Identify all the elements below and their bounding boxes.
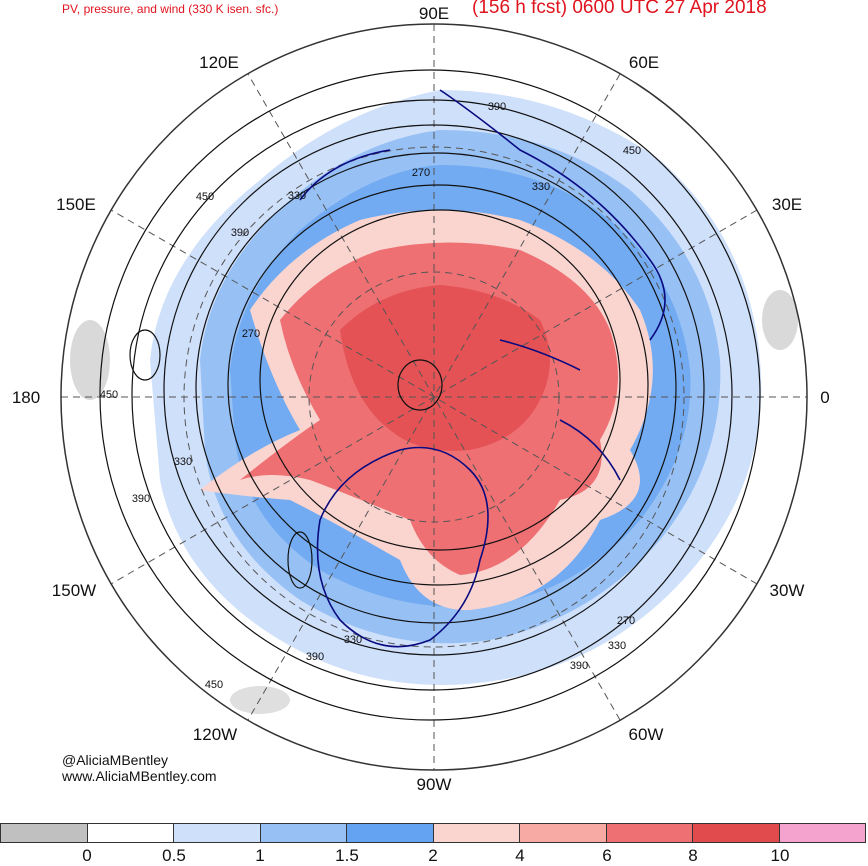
contour-label: 330 bbox=[174, 456, 192, 468]
contour-label: 270 bbox=[242, 328, 260, 340]
lon-label-120e: 120E bbox=[199, 53, 239, 72]
colorbar-tick: 6 bbox=[602, 846, 612, 865]
contour-label: 270 bbox=[412, 167, 430, 179]
contour-label: 450 bbox=[205, 679, 223, 691]
colorbar-tick: 10 bbox=[770, 846, 790, 865]
contour-label: 330 bbox=[288, 190, 306, 202]
lon-label-120w: 120W bbox=[193, 725, 237, 744]
colorbar-segment bbox=[347, 824, 434, 842]
colorbar-segment bbox=[693, 824, 780, 842]
lon-label-150w: 150W bbox=[52, 581, 96, 600]
graticule bbox=[61, 24, 807, 770]
pv-negative-patch bbox=[762, 290, 798, 350]
colorbar-segment bbox=[1, 824, 88, 842]
coastlines bbox=[299, 89, 666, 648]
lon-label-150e: 150E bbox=[56, 195, 96, 214]
contour-label: 330 bbox=[608, 640, 626, 652]
lon-label-0: 0 bbox=[820, 388, 829, 407]
pv-negative-patch bbox=[70, 320, 110, 400]
longitude-labels: 90E 60E 30E 0 30W 60W 90W 120W 150W 180 … bbox=[12, 4, 830, 794]
product-title: PV, pressure, and wind (330 K isen. sfc.… bbox=[62, 2, 279, 16]
contour-label: 330 bbox=[532, 181, 550, 193]
forecast-valid-time: (156 h fcst) 0600 UTC 27 Apr 2018 bbox=[472, 0, 767, 18]
lon-label-60e: 60E bbox=[629, 53, 659, 72]
colorbar-tick: 4 bbox=[515, 846, 525, 865]
colorbar-segment bbox=[260, 824, 347, 842]
lon-label-30w: 30W bbox=[770, 581, 805, 600]
pv-colorbar bbox=[0, 823, 866, 843]
contour-label: 390 bbox=[132, 493, 150, 505]
lon-label-180: 180 bbox=[12, 388, 40, 407]
colorbar-segment bbox=[606, 824, 693, 842]
map-boundary bbox=[60, 23, 808, 771]
lon-label-60w: 60W bbox=[629, 725, 664, 744]
colorbar-tick: 1 bbox=[255, 846, 265, 865]
contour-labels: 390 450 330 270 450 330 390 270 450 330 … bbox=[100, 101, 641, 691]
pv-map: 90E 60E 30E 0 30W 60W 90W 120W 150W 180 … bbox=[12, 4, 830, 794]
lon-label-90e: 90E bbox=[419, 4, 449, 23]
colorbar-tick: 2 bbox=[428, 846, 438, 865]
contour-label: 270 bbox=[617, 615, 635, 627]
contour-label: 390 bbox=[570, 660, 588, 672]
lon-label-90w: 90W bbox=[417, 775, 452, 794]
contour-label: 390 bbox=[488, 101, 506, 113]
colorbar-tick: 1.5 bbox=[335, 846, 359, 865]
contour-label: 450 bbox=[196, 191, 214, 203]
contour-label: 450 bbox=[100, 389, 118, 401]
colorbar-segment bbox=[174, 824, 261, 842]
contour-label: 450 bbox=[623, 145, 641, 157]
credit-website: www.AliciaMBentley.com bbox=[62, 768, 217, 784]
contour-label: 390 bbox=[231, 227, 249, 239]
contour-label: 390 bbox=[306, 651, 324, 663]
credit-handle: @AliciaMBentley bbox=[62, 752, 169, 768]
contour-label: 330 bbox=[344, 634, 362, 646]
colorbar-tick: 0 bbox=[82, 846, 92, 865]
colorbar-segment bbox=[87, 824, 174, 842]
lon-label-30e: 30E bbox=[772, 195, 802, 214]
colorbar-segment bbox=[779, 824, 865, 842]
colorbar-tick: 8 bbox=[688, 846, 698, 865]
colorbar-segment bbox=[433, 824, 520, 842]
pressure-contours bbox=[99, 69, 761, 721]
pv-peak bbox=[340, 285, 550, 451]
colorbar-tick: 0.5 bbox=[162, 846, 186, 865]
colorbar-segment bbox=[520, 824, 607, 842]
